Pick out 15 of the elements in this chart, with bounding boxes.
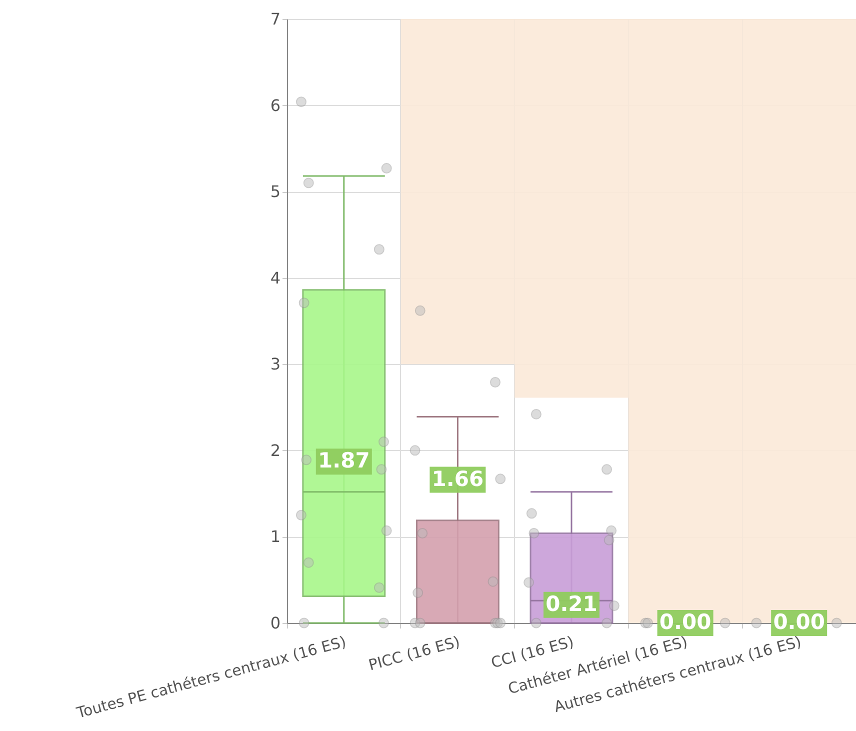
annotation: 0.00	[773, 610, 826, 634]
annotation: 1.87	[318, 448, 370, 473]
y-tick-label: 3	[270, 354, 280, 374]
y-tick-label: 1	[270, 527, 280, 546]
x-tick-label: Toutes PE cathéters centraux (16 ES)	[74, 632, 348, 722]
y-tick-label: 0	[270, 614, 280, 632]
y-tick-label: 6	[270, 96, 280, 115]
annotation: 0.00	[659, 610, 712, 634]
annotation: 1.66	[432, 466, 484, 491]
y-tick-label: 2	[270, 440, 280, 460]
annotation: 0.21	[546, 592, 598, 616]
y-tick-label: 4	[270, 268, 280, 288]
x-tick-label: PICC (16 ES)	[366, 632, 462, 674]
y-tick-label: 5	[270, 182, 280, 202]
y-tick-label: 7	[270, 10, 280, 28]
